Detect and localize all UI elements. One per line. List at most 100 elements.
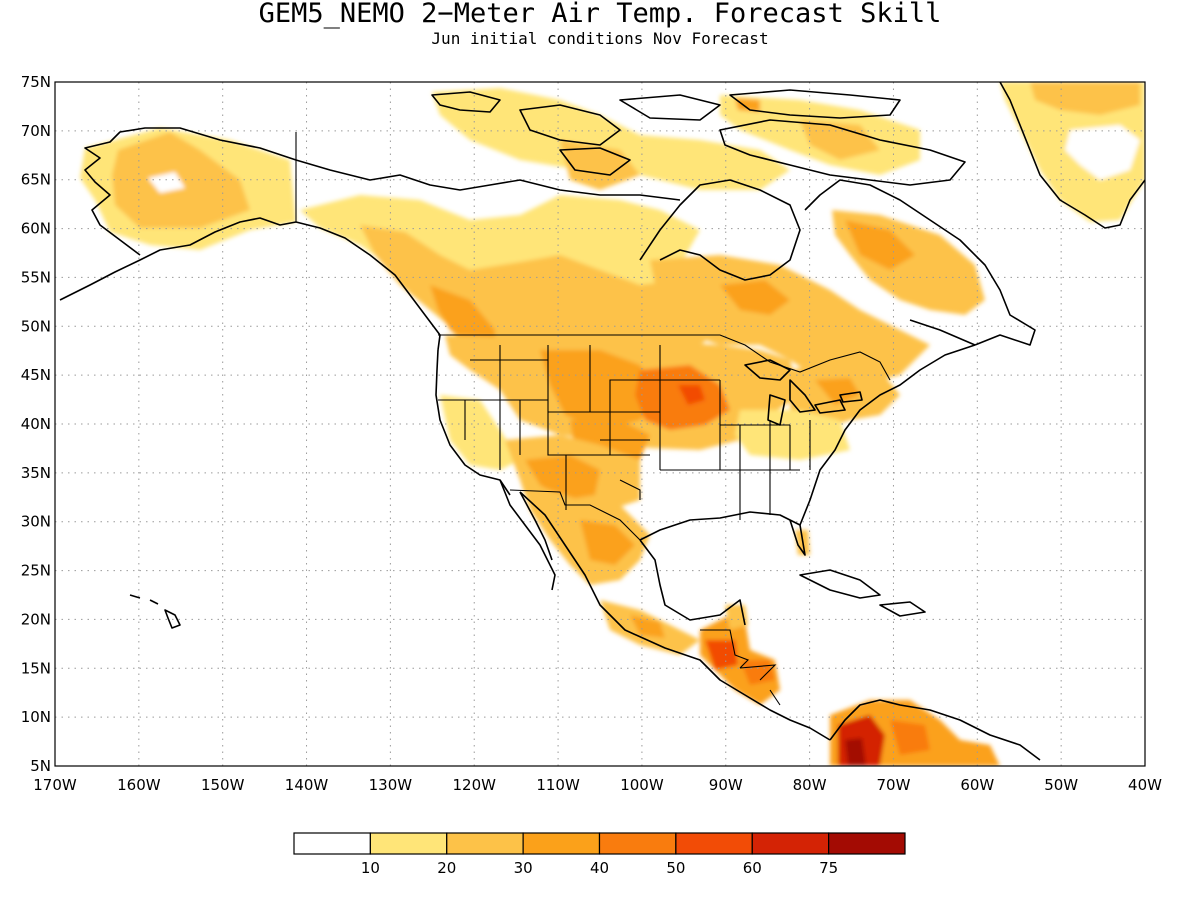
colorbar-swatch (751, 832, 830, 855)
skill-area-northeast-inner (815, 378, 860, 405)
baja-california (499, 479, 556, 591)
central-america-borders (700, 629, 781, 706)
lat-tick-label: 70N (21, 122, 51, 140)
colorbar-label: 20 (437, 859, 456, 877)
south-america-coast (829, 699, 1041, 761)
colorbar-label: 60 (743, 859, 762, 877)
lon-tick-label: 100W (620, 776, 664, 794)
lat-tick-label: 50N (21, 317, 51, 335)
lat-tick-label: 60N (21, 220, 51, 238)
colorbar-swatch (293, 832, 371, 855)
lon-tick-label: 170W (33, 776, 77, 794)
arctic-island-3 (559, 147, 631, 176)
skill-area-venezuela (890, 720, 930, 755)
skill-area-greenland-inner (1030, 82, 1140, 115)
skill-area-northern-plains (540, 350, 660, 430)
arctic-mainland-coast (295, 159, 681, 201)
skill-area-mexico-inner (580, 520, 635, 565)
skill-area-south-mexico-inner (630, 615, 665, 638)
hispaniola (879, 601, 926, 617)
greenland-coast (999, 82, 1145, 229)
coastlines (59, 82, 1145, 761)
colorbar-swatch (598, 832, 677, 855)
arctic-island-1 (431, 91, 501, 113)
lon-tick-label: 90W (709, 776, 743, 794)
colorbar-legend: 10 20 30 40 50 60 75 (293, 832, 906, 877)
lat-tick-label: 40N (21, 415, 51, 433)
skill-area-greenland-gap (1065, 125, 1140, 180)
hudson-bay (639, 179, 801, 281)
colorbar-label: 10 (361, 859, 380, 877)
colorbar-swatch (446, 832, 524, 855)
colorbar-label: 40 (590, 859, 609, 877)
lat-tick-label: 55N (21, 268, 51, 286)
lon-tick-label: 150W (201, 776, 245, 794)
lon-tick-label: 50W (1044, 776, 1078, 794)
alaska-coast (59, 127, 297, 301)
lat-tick-label: 65N (21, 171, 51, 189)
lon-tick-label: 60W (960, 776, 994, 794)
colorbar-label: 75 (819, 859, 838, 877)
lat-tick-label: 10N (21, 708, 51, 726)
colorbar-swatch (369, 832, 448, 855)
us-east-coast (799, 344, 976, 526)
arctic-island-4 (619, 94, 721, 121)
us-west-coast (435, 349, 511, 496)
arctic-island-2 (519, 104, 621, 146)
lat-tick-label: 30N (21, 513, 51, 531)
skill-area-ontario (720, 280, 790, 315)
hawaii (129, 594, 181, 629)
skill-area-upper-midwest (635, 365, 730, 430)
lat-tick-label: 35N (21, 464, 51, 482)
us-state-lines (438, 345, 811, 520)
colorbar-swatch (522, 832, 601, 855)
lat-tick-label: 5N (30, 757, 51, 775)
map-title: GEM5_NEMO 2−Meter Air Temp. Forecast Ski… (258, 0, 942, 29)
lat-tick-label: 15N (21, 659, 51, 677)
lon-tick-label: 120W (452, 776, 496, 794)
skill-area-appalachia (735, 410, 850, 460)
skill-area-colombia-core (845, 738, 866, 766)
skill-area-us-west (440, 395, 520, 470)
lon-tick-label: 130W (369, 776, 413, 794)
lat-tick-label: 45N (21, 366, 51, 384)
skill-area-southwest-inner (525, 455, 600, 500)
skill-area-midwest-core (678, 385, 705, 405)
mexico-pacific-coast (519, 491, 831, 741)
lat-tick-label: 25N (21, 562, 51, 580)
cuba (799, 569, 881, 599)
colorbar-label: 30 (514, 859, 533, 877)
lat-tick-label: 75N (21, 73, 51, 91)
lon-tick-label: 140W (285, 776, 329, 794)
lon-tick-label: 80W (793, 776, 827, 794)
colorbar-label: 50 (666, 859, 685, 877)
latitude-axis: 75N 70N 65N 60N 55N 50N 45N 40N 35N 30N 25N 20N 15N 1… (21, 73, 51, 775)
colorbar-swatch (828, 832, 906, 855)
skill-area-guatemala (705, 640, 738, 670)
lon-tick-label: 160W (117, 776, 161, 794)
lon-tick-label: 70W (877, 776, 911, 794)
skill-area-labrador-inner (845, 220, 915, 270)
colorbar-swatch (675, 832, 753, 855)
longitude-axis: 170W 160W 150W 140W 130W 120W 110W 100W 90W 80W 70… (33, 776, 1162, 794)
skill-area-arctic-4 (735, 98, 760, 112)
gulf-coast (639, 511, 806, 626)
skill-area-alaska-inner (112, 132, 250, 228)
map-subtitle: Jun initial conditions Nov Forecast (431, 29, 769, 48)
lat-tick-label: 20N (21, 610, 51, 628)
plot-frame (54, 81, 1146, 767)
lon-tick-label: 110W (536, 776, 580, 794)
skill-area-bc (430, 285, 495, 348)
skill-area-arctic-5 (800, 120, 880, 160)
canada-west-coast (295, 221, 441, 351)
lon-tick-label: 40W (1128, 776, 1162, 794)
canada-east-coast (804, 179, 1036, 346)
political-borders (295, 132, 891, 706)
skill-area-arctic-2 (560, 140, 640, 190)
baffin-island (719, 119, 966, 186)
ellesmere-island (729, 89, 901, 119)
us-canada-border (438, 334, 891, 381)
us-mexico-border (509, 489, 641, 541)
skill-area-alaska-gap (148, 172, 185, 193)
